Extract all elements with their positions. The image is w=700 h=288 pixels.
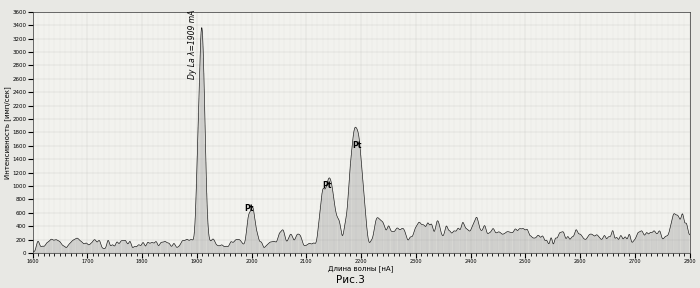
Y-axis label: Интенсивность [имп/сек]: Интенсивность [имп/сек] — [4, 86, 11, 179]
X-axis label: Длина волны [нА]: Длина волны [нА] — [328, 266, 394, 272]
Text: Pt: Pt — [323, 181, 332, 190]
Text: Pt: Pt — [245, 204, 254, 213]
Text: Рис.3: Рис.3 — [335, 275, 365, 285]
Text: Pt: Pt — [352, 141, 361, 149]
Text: Dy La λ=1909 mA: Dy La λ=1909 mA — [188, 10, 197, 79]
